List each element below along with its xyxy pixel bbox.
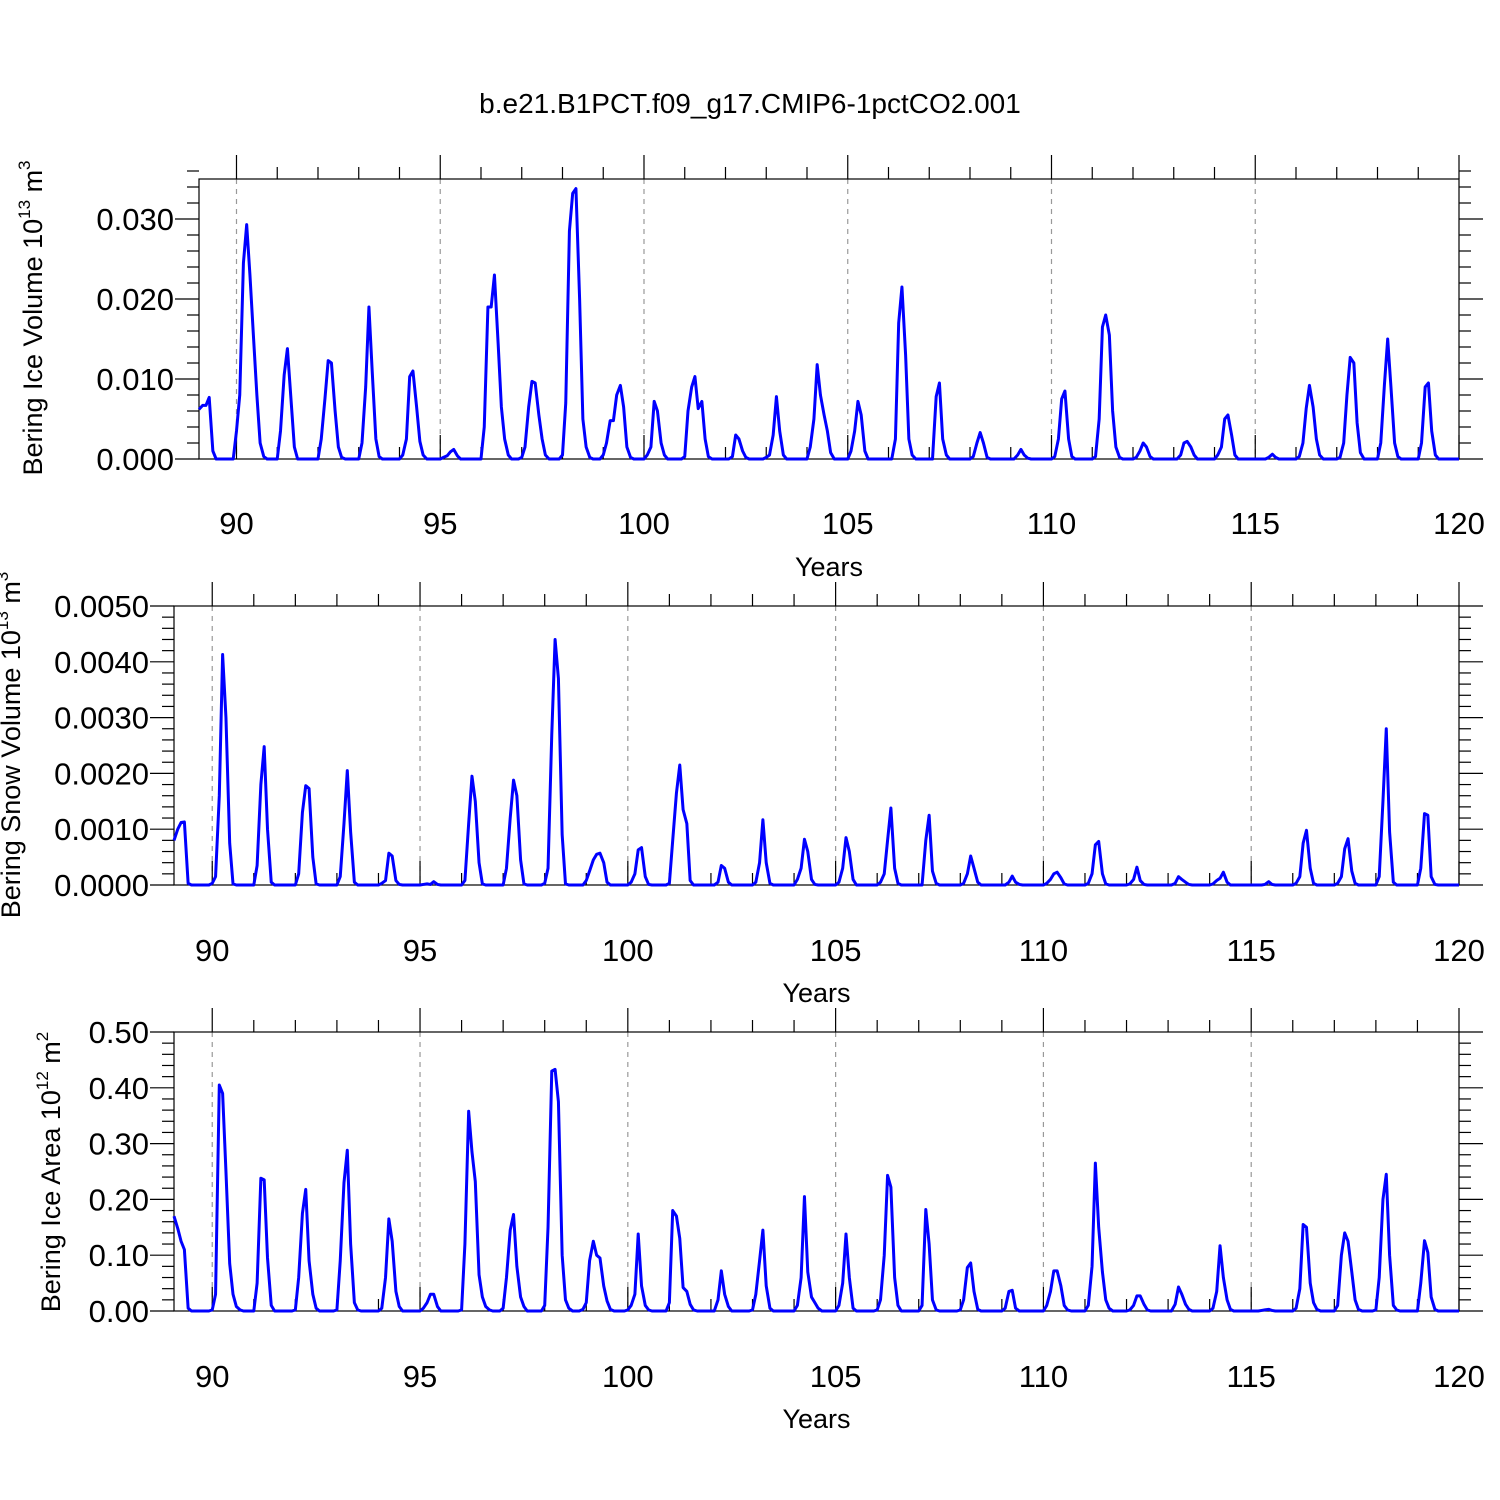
snow-volume-x-axis-label: Years [782,978,850,1008]
snow-volume-plot-frame [173,605,1460,886]
ice-area-x-tick-label: 120 [1433,1359,1485,1394]
snow-volume-x-tick-label: 110 [1019,933,1068,968]
snow-volume-x-tick-label: 105 [810,933,862,968]
snow-volume-series-line [172,637,1459,887]
snow-volume-y-tick-label: 0.0030 [54,701,149,736]
ice-area-y-tick-label: 0.40 [89,1071,149,1106]
snow-volume-panel: 0.0000 0.0010 0.0020 0.0030 0.0040 0.0050 90 95… [0,572,1485,1008]
ice-volume-x-tick-label: 115 [1231,506,1280,541]
ice-volume-x-tick-label: 105 [822,506,874,541]
chart-title: b.e21.B1PCT.f09_g17.CMIP6-1pctCO2.001 [479,88,1021,119]
ice-area-x-tick-label: 105 [810,1359,862,1394]
ice-volume-y-tick-label: 0.030 [96,202,174,237]
ice-volume-panel: 0.000 0.010 0.020 0.030 90 95 100 105 110 115 120 Y… [15,155,1485,582]
ice-area-x-tick-label: 95 [403,1359,437,1394]
snow-volume-x-tick-label: 115 [1226,933,1275,968]
ice-area-y-tick-label: 0.30 [89,1127,149,1162]
ice-volume-y-axis-label: Bering Ice Volume 1013 m3 [15,160,48,475]
ice-volume-y-tick-label: 0.000 [96,442,174,477]
ice-volume-plot-frame [198,178,1460,460]
snow-volume-y-tick-label: 0.0010 [54,812,149,847]
snow-volume-y-tick-label: 0.0020 [54,756,149,791]
ice-area-plot-frame [173,1031,1460,1312]
snow-volume-y-tick-label: 0.0000 [54,868,149,903]
ice-area-series-line [172,1067,1459,1313]
snow-volume-x-tick-label: 120 [1433,933,1485,968]
ice-volume-x-tick-label: 100 [618,506,670,541]
ice-volume-x-tick-label: 120 [1433,506,1485,541]
ice-area-x-tick-label: 90 [195,1359,229,1394]
snow-volume-y-axis-label: Bering Snow Volume 1013 m3 [0,572,26,919]
ice-volume-series-line [197,187,1459,461]
snow-volume-x-tick-label: 90 [195,933,229,968]
ice-area-x-axis-label: Years [782,1404,850,1434]
snow-volume-x-tick-label: 100 [602,933,654,968]
ice-area-y-tick-label: 0.00 [89,1294,149,1329]
ice-area-y-tick-label: 0.10 [89,1238,149,1273]
ice-volume-x-tick-label: 90 [219,506,253,541]
ice-volume-x-tick-label: 110 [1027,506,1076,541]
ice-volume-y-tick-label: 0.010 [96,362,174,397]
ice-volume-x-axis-label: Years [795,552,863,582]
ice-area-y-axis-label: Bering Ice Area 1012 m2 [33,1032,66,1313]
ice-area-x-tick-label: 100 [602,1359,654,1394]
ice-area-x-tick-label: 110 [1019,1359,1068,1394]
ice-area-panel: 0.00 0.10 0.20 0.30 0.40 0.50 90 95 100 105 110 115… [33,1008,1485,1434]
ice-area-y-tick-label: 0.50 [89,1015,149,1050]
ice-area-y-tick-label: 0.20 [89,1182,149,1217]
snow-volume-x-tick-label: 95 [403,933,437,968]
snow-volume-y-tick-label: 0.0040 [54,645,149,680]
ice-volume-x-tick-label: 95 [423,506,457,541]
ice-area-x-tick-label: 115 [1226,1359,1275,1394]
snow-volume-y-tick-label: 0.0050 [54,589,149,624]
ice-volume-y-tick-label: 0.020 [96,282,174,317]
